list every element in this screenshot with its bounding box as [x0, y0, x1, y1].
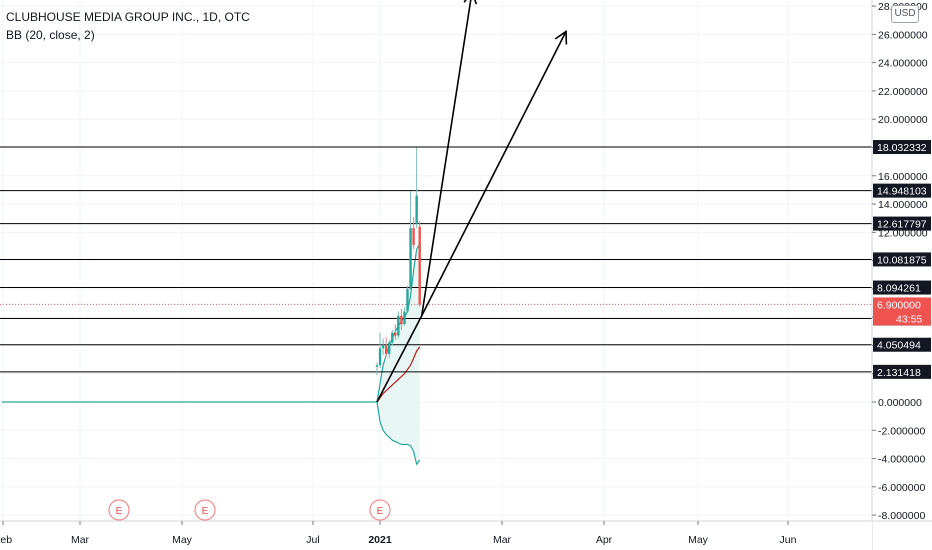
time-axis-bg: [0, 521, 872, 550]
candle-body: [400, 315, 403, 325]
time-axis-label: May: [688, 534, 709, 546]
price-axis[interactable]: 28.00000026.00000024.00000022.00000020.0…: [871, 0, 932, 550]
candle-body: [397, 315, 400, 336]
candle: [403, 307, 406, 326]
candle: [415, 147, 418, 229]
time-axis-label: Mar: [493, 534, 512, 546]
candle: [406, 286, 409, 313]
level-label: 2.131418: [877, 367, 921, 379]
trend-ray-shallow-arrowhead: [554, 30, 568, 45]
price-axis-label: 20.000000: [878, 114, 928, 126]
candle: [397, 311, 400, 339]
time-axis-label: Feb: [0, 534, 12, 546]
price-axis-label: 16.000000: [878, 171, 928, 183]
candle: [412, 216, 415, 250]
trend-ray-shallow: [420, 31, 567, 317]
time-axis-label: 2021: [368, 534, 392, 546]
currency-button[interactable]: USD: [891, 5, 919, 23]
candle: [384, 336, 388, 357]
candle-body: [412, 228, 415, 246]
level-label-bg: [873, 183, 931, 198]
last-price-label: 6.900000: [877, 299, 921, 311]
earnings-marker-label: E: [116, 506, 123, 517]
price-axis-label: -2.000000: [878, 425, 925, 437]
level-label: 14.948103: [877, 186, 927, 198]
time-axis[interactable]: Feb Mar May Jul 2021 Mar Apr May Jun: [0, 520, 932, 550]
level-label-bg: [873, 337, 931, 352]
trend-ray-steep-arrowhead: [463, 0, 478, 5]
time-axis-label: Jun: [780, 534, 797, 546]
candle-body: [406, 288, 409, 312]
earnings-marker[interactable]: E: [108, 499, 130, 521]
candle-body: [378, 348, 382, 366]
candle-body: [381, 345, 385, 349]
symbol-title[interactable]: CLUBHOUSE MEDIA GROUP INC., 1D, OTC: [6, 10, 250, 24]
bollinger-lower-band: [376, 401, 421, 466]
price-axis-label: 26.000000: [878, 29, 928, 41]
earnings-marker-circle: [369, 499, 391, 521]
trend-lines: [376, 0, 568, 403]
candle-body: [394, 332, 397, 336]
price-axis-bg: [872, 0, 932, 550]
earnings-marker-circle: [108, 499, 130, 521]
price-axis-label: 14.000000: [878, 199, 928, 211]
price-axis-label: 0.000000: [878, 397, 922, 409]
level-label-bg: [873, 280, 931, 295]
candle-body: [409, 228, 412, 289]
candle: [418, 221, 421, 308]
chart-legend: CLUBHOUSE MEDIA GROUP INC., 1D, OTC BB (…: [6, 8, 250, 44]
candle: [391, 329, 394, 346]
level-label: 10.081875: [877, 254, 927, 266]
bollinger-basis-line: [376, 346, 421, 403]
time-axis-label: Apr: [596, 534, 613, 546]
price-axis-label: -6.000000: [878, 482, 925, 494]
earnings-marker[interactable]: E: [369, 499, 391, 521]
grid-lines: [0, 0, 872, 521]
trend-ray-steep: [420, 0, 472, 316]
candle-body: [375, 365, 379, 367]
price-axis-label: -8.000000: [878, 510, 925, 522]
time-axis-label: Jul: [306, 534, 319, 546]
level-label-bg: [873, 252, 931, 267]
earnings-marker-circle: [194, 499, 216, 521]
price-axis-label: 24.000000: [878, 58, 928, 70]
level-label-bg: [873, 216, 931, 231]
candle: [375, 362, 379, 376]
horizontal-levels: [0, 146, 872, 373]
level-label-bg: [873, 364, 931, 379]
candle-body: [403, 311, 406, 325]
candle-body: [384, 345, 388, 354]
level-label: 8.094261: [877, 283, 921, 295]
candle-body: [415, 195, 418, 224]
candle: [400, 308, 403, 330]
earnings-marker-label: E: [377, 506, 384, 517]
price-axis-label: -4.000000: [878, 454, 925, 466]
candle-body: [391, 332, 394, 343]
time-axis-label: May: [172, 534, 193, 546]
last-price-box: [873, 297, 931, 326]
price-axis-label: 22.000000: [878, 86, 928, 98]
candle: [378, 332, 382, 369]
level-label: 4.050494: [877, 340, 921, 352]
level-label: 18.032332: [877, 142, 927, 154]
candle: [381, 338, 385, 356]
candle: [388, 339, 391, 359]
earnings-marker-label: E: [202, 506, 209, 517]
indicator-title[interactable]: BB (20, close, 2): [6, 28, 95, 42]
earnings-marker[interactable]: E: [194, 499, 216, 521]
candle-body: [388, 342, 391, 354]
level-label-bg: [873, 140, 931, 155]
time-axis-label: Mar: [71, 534, 90, 546]
candle: [409, 191, 412, 291]
level-label: 12.617797: [877, 219, 927, 231]
candles: [375, 147, 421, 376]
candle-body: [418, 226, 421, 305]
countdown-label: 43:55: [896, 313, 922, 325]
trend-line-base: [376, 315, 423, 403]
candle: [394, 324, 397, 340]
bollinger-fill: [377, 243, 420, 465]
